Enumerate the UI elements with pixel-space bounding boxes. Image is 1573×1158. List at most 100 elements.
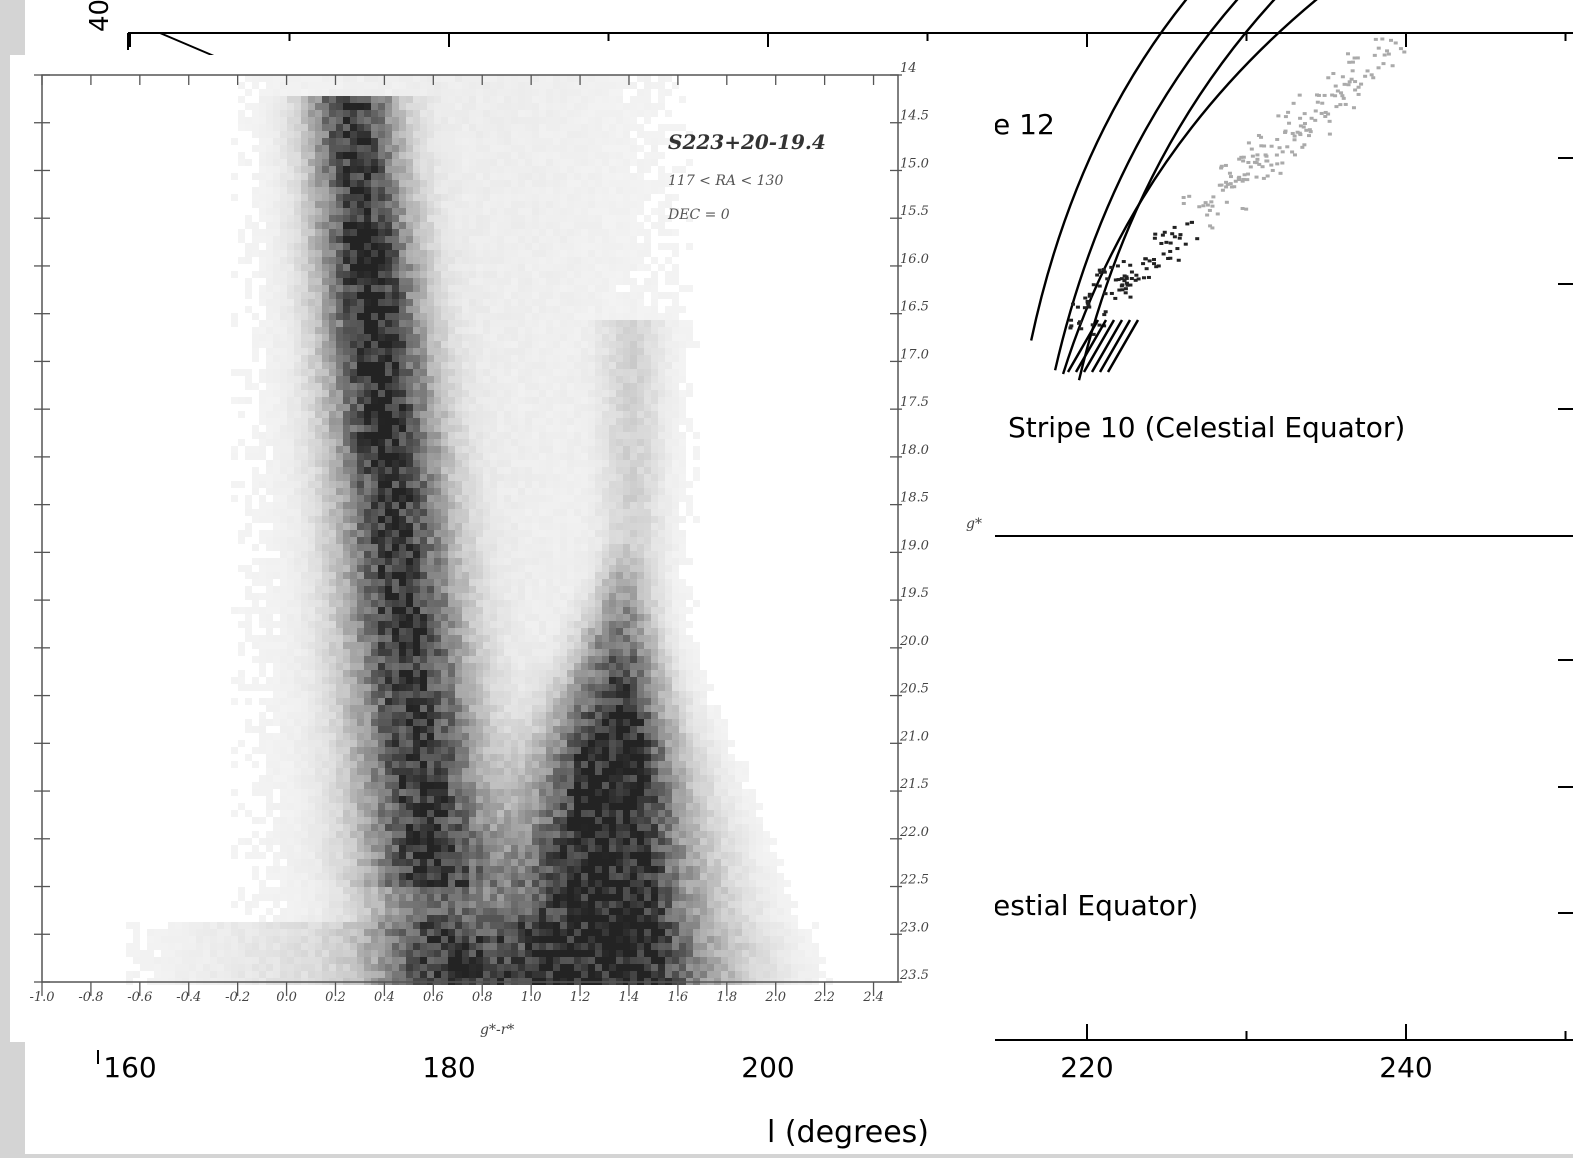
hess-cell [560,208,567,215]
hess-cell [448,502,455,509]
hess-cell [553,327,560,334]
hess-cell [581,222,588,229]
hess-cell [245,278,252,285]
hess-cell [525,425,532,432]
hess-cell [448,369,455,376]
hess-cell [350,425,357,432]
hess-cell [574,306,581,313]
hess-cell [308,82,315,89]
hess-cell [462,124,469,131]
hess-cell [287,110,294,117]
hess-cell [504,145,511,152]
hess-cell [679,320,686,327]
hess-cell [413,558,420,565]
hess-cell [259,474,266,481]
hess-cell [525,544,532,551]
hess-cell [434,173,441,180]
hess-cell [525,593,532,600]
hess-cell [511,236,518,243]
hess-cell [637,474,644,481]
hess-cell [399,432,406,439]
hess-cell [455,96,462,103]
hess-cell [630,432,637,439]
hess-cell [420,173,427,180]
hess-cell [581,124,588,131]
hess-cell [462,537,469,544]
hess-cell [490,138,497,145]
hess-cell [658,481,665,488]
hess-cell [441,299,448,306]
hess-cell [413,523,420,530]
hess-cell [588,453,595,460]
hess-cell [574,516,581,523]
hess-cell [483,390,490,397]
hess-cell [364,320,371,327]
hess-cell [378,460,385,467]
hess-cell [609,397,616,404]
hess-cell [651,411,658,418]
hess-cell [630,236,637,243]
hess-cell [350,362,357,369]
hess-cell [259,530,266,537]
hess-cell [259,257,266,264]
hess-cell [637,488,644,495]
hess-cell [448,257,455,264]
hess-cell [490,495,497,502]
stripe-sample [1087,306,1091,309]
hess-cell [385,537,392,544]
hess-cell [371,390,378,397]
hess-cell [483,481,490,488]
hess-cell [623,453,630,460]
hess-cell [497,152,504,159]
hess-cell [329,306,336,313]
hess-cell [371,117,378,124]
hess-cell [511,250,518,257]
hess-cell [693,467,700,474]
hess-cell [665,355,672,362]
hess-cell [371,229,378,236]
hess-cell [455,523,462,530]
hess-cell [581,516,588,523]
hess-cell [595,201,602,208]
hess-cell [280,348,287,355]
hess-cell [665,516,672,523]
hess-cell [399,530,406,537]
hess-cell [441,89,448,96]
hess-cell [539,194,546,201]
hess-cell [469,89,476,96]
hess-cell [553,180,560,187]
hess-cell [287,138,294,145]
hess-cell [504,334,511,341]
hess-cell [462,313,469,320]
hess-cell [567,292,574,299]
hess-cell [294,425,301,432]
hess-cell [560,306,567,313]
hess-cell [322,166,329,173]
hess-cell [574,285,581,292]
hess-cell [420,103,427,110]
hess-cell [350,355,357,362]
hess-cell [420,523,427,530]
hess-cell [322,558,329,565]
hess-cell [455,103,462,110]
hess-cell [448,551,455,558]
hess-cell [602,229,609,236]
hess-cell [581,110,588,117]
hess-cell [546,460,553,467]
hess-cell [539,117,546,124]
hess-cell [406,607,413,614]
hess-cell [434,285,441,292]
stripe-sample [1293,138,1297,141]
hess-cell [490,292,497,299]
hess-cell [644,397,651,404]
hess-cell [392,75,399,82]
hess-cell [588,152,595,159]
hess-cell [560,376,567,383]
hess-cell [574,180,581,187]
hess-cell [294,222,301,229]
hess-cell [581,201,588,208]
hess-cell [455,257,462,264]
hess-cell [490,432,497,439]
hess-cell [266,243,273,250]
hess-cell [581,453,588,460]
